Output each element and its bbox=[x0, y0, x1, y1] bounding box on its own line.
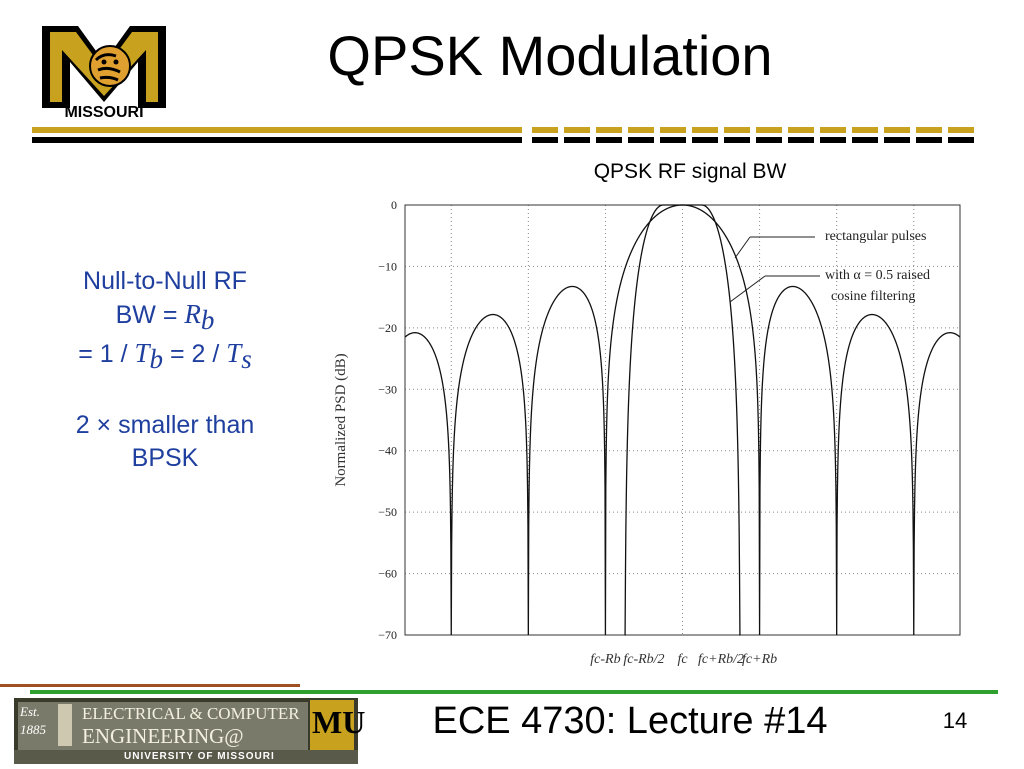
comparison-line: 2 × smaller than bbox=[75, 411, 255, 439]
y-tick-label: −30 bbox=[378, 382, 397, 396]
dept-line-2: ENGINEERING@ bbox=[82, 724, 244, 748]
y-tick-label: 0 bbox=[391, 198, 397, 212]
bw-line: BW = Rb bbox=[115, 299, 215, 335]
est-label: Est. bbox=[20, 704, 40, 719]
comparison-line-2: BPSK bbox=[131, 444, 199, 472]
x-tick-label: fc-Rb/2 bbox=[623, 652, 664, 667]
lecture-footer: ECE 4730: Lecture #14 bbox=[432, 700, 828, 742]
y-tick-label: −60 bbox=[378, 567, 397, 581]
logo-wordmark: MISSOURI bbox=[64, 104, 144, 121]
annotation-raised-cosine-2: cosine filtering bbox=[831, 289, 915, 304]
x-tick-label: fc+Rb bbox=[742, 652, 777, 667]
ece-logo-graphic bbox=[14, 698, 358, 764]
missouri-logo: MISSOURI bbox=[38, 22, 170, 126]
footer-divider bbox=[0, 684, 998, 694]
annotation-raised-cosine: with α = 0.5 raised bbox=[825, 268, 930, 283]
x-tick-label: fc-Rb bbox=[590, 652, 620, 667]
period-line: = 1 / Tb = 2 / Ts bbox=[78, 338, 252, 374]
annotation-arrow-2 bbox=[729, 275, 766, 303]
x-tick-label: fc+Rb/2 bbox=[698, 652, 744, 667]
est-year: 1885 bbox=[20, 722, 46, 737]
header-divider bbox=[32, 127, 974, 143]
null-to-null-line: Null-to-Null RF bbox=[83, 267, 247, 295]
chart-series bbox=[404, 204, 961, 636]
dept-line-1: ELECTRICAL & COMPUTER bbox=[82, 704, 300, 723]
y-tick-label: −50 bbox=[378, 505, 397, 519]
y-axis-label: Normalized PSD (dB) bbox=[333, 353, 349, 486]
qpsk-psd-chart: 0 −10 −20 −30 −40 −50 −60 −70 Normalized PSD (dB… bbox=[333, 198, 961, 667]
mu-mark: MU bbox=[312, 704, 366, 740]
y-tick-label: −20 bbox=[378, 321, 397, 335]
chart-labels: 0 −10 −20 −30 −40 −50 −60 −70 Normalized PSD (dB… bbox=[333, 198, 930, 667]
chart-caption: QPSK RF signal BW bbox=[593, 160, 787, 183]
series-raised-cosine bbox=[624, 204, 741, 636]
annotation-arrow bbox=[734, 236, 751, 259]
annotation-rectangular: rectangular pulses bbox=[825, 229, 926, 244]
dept-line-3: UNIVERSITY OF MISSOURI bbox=[124, 751, 275, 762]
y-tick-label: −40 bbox=[378, 444, 397, 458]
bandwidth-explanation: Null-to-Null RF BW = Rb = 1 / Tb = 2 / T… bbox=[40, 265, 290, 475]
x-tick-label: fc bbox=[677, 652, 688, 667]
slide-title: QPSK Modulation bbox=[327, 24, 773, 87]
column-icon bbox=[58, 704, 72, 746]
tiger-m-logo-icon bbox=[42, 26, 166, 108]
page-number: 14 bbox=[942, 708, 968, 733]
y-tick-label: −10 bbox=[378, 259, 397, 273]
y-tick-label: −70 bbox=[378, 628, 397, 642]
ece-department-logo: Est. 1885 ELECTRICAL & COMPUTER ENGINEER… bbox=[14, 698, 365, 764]
